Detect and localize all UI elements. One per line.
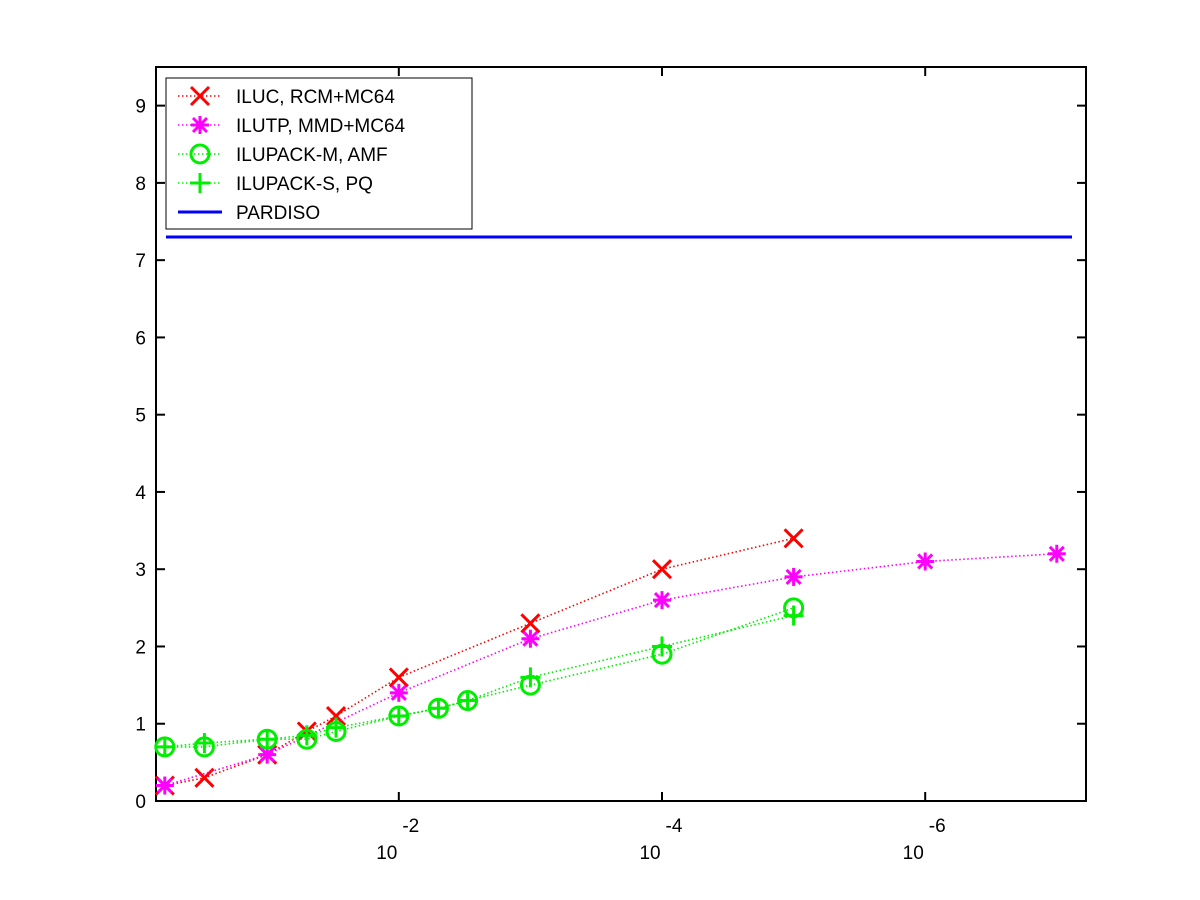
data-point bbox=[389, 683, 408, 702]
data-point bbox=[325, 705, 347, 727]
data-point bbox=[783, 605, 804, 626]
data-point bbox=[521, 629, 540, 648]
legend-label: ILUTP, MMD+MC64 bbox=[236, 116, 406, 137]
legend-item: ILUPACK-M, AMF bbox=[178, 143, 388, 166]
legend-label: PARDISO bbox=[236, 203, 320, 224]
series-3 bbox=[154, 605, 804, 757]
x-tick-base: 10 bbox=[639, 843, 660, 864]
x-tick-exponent: -4 bbox=[666, 816, 683, 837]
x-tick-base: 10 bbox=[903, 843, 924, 864]
data-point bbox=[783, 528, 804, 549]
data-point bbox=[652, 636, 673, 657]
data-point bbox=[296, 725, 317, 746]
data-point bbox=[1047, 544, 1066, 563]
data-point bbox=[520, 613, 541, 634]
legend-marker bbox=[189, 85, 211, 107]
data-point bbox=[388, 706, 409, 727]
data-point bbox=[194, 733, 215, 754]
data-point bbox=[651, 559, 673, 580]
data-point bbox=[155, 776, 174, 795]
data-point bbox=[257, 729, 278, 750]
legend: ILUC, RCM+MC64 ILUTP, MMD+MC64 ILUPACK-M, … bbox=[165, 77, 473, 230]
y-axis: 0 1 2 3 4 5 6 7 8 9 bbox=[135, 97, 1086, 813]
legend-marker bbox=[189, 143, 211, 165]
legend-marker bbox=[191, 116, 209, 134]
y-tick-label: 9 bbox=[135, 97, 146, 118]
legend-label: ILUC, RCM+MC64 bbox=[236, 87, 395, 108]
data-point bbox=[457, 690, 478, 711]
y-tick-label: 3 bbox=[135, 560, 146, 581]
legend-box bbox=[165, 77, 473, 230]
x-axis: 10-210-410-6 bbox=[376, 67, 946, 864]
legend-marker bbox=[190, 173, 210, 193]
x-tick-exponent: -6 bbox=[929, 816, 946, 837]
x-tick-exponent: -2 bbox=[402, 816, 419, 837]
legend-label: ILUPACK-M, AMF bbox=[236, 145, 388, 166]
legend-label: ILUPACK-S, PQ bbox=[236, 174, 373, 195]
y-tick-label: 6 bbox=[135, 328, 146, 349]
series-1 bbox=[155, 544, 1066, 795]
data-point bbox=[194, 767, 215, 788]
y-tick-label: 4 bbox=[135, 483, 146, 504]
y-tick-label: 0 bbox=[135, 792, 146, 813]
y-tick-label: 2 bbox=[135, 637, 146, 658]
series-layer bbox=[154, 235, 1072, 796]
data-point bbox=[258, 745, 277, 764]
data-point bbox=[653, 591, 672, 610]
legend-item: PARDISO bbox=[178, 203, 320, 224]
data-point bbox=[388, 667, 409, 688]
data-point bbox=[520, 667, 541, 688]
y-tick-label: 7 bbox=[135, 251, 146, 272]
data-point bbox=[428, 698, 449, 719]
legend-item: ILUC, RCM+MC64 bbox=[178, 85, 395, 108]
data-point bbox=[326, 717, 347, 738]
x-tick-base: 10 bbox=[376, 843, 397, 864]
y-tick-label: 8 bbox=[135, 174, 146, 195]
y-tick-label: 1 bbox=[135, 715, 146, 736]
series-line bbox=[164, 537, 794, 787]
data-point bbox=[154, 736, 175, 757]
data-point bbox=[784, 567, 803, 586]
legend-item: ILUTP, MMD+MC64 bbox=[178, 116, 406, 137]
legend-item: ILUPACK-S, PQ bbox=[178, 173, 373, 195]
y-tick-label: 5 bbox=[135, 406, 146, 427]
data-point bbox=[916, 552, 935, 571]
